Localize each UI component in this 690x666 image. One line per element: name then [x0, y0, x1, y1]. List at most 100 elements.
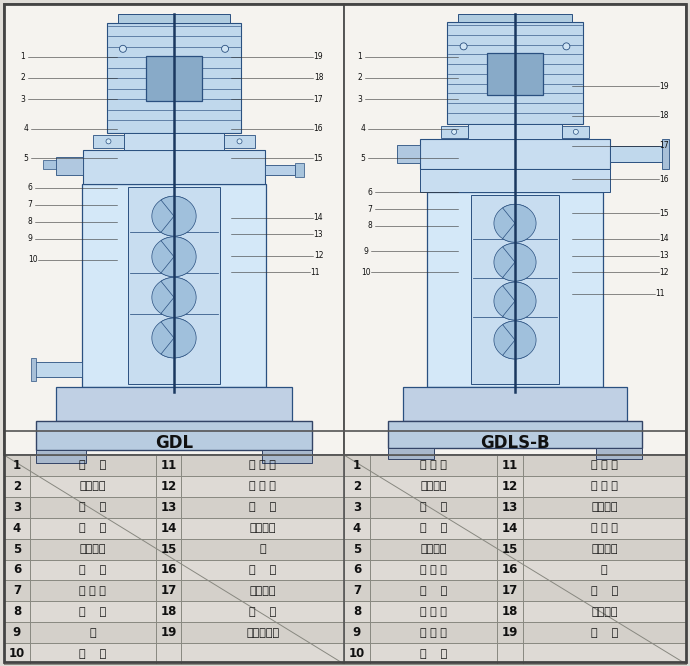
- Text: 17: 17: [314, 95, 324, 103]
- Text: 密 封 坦: 密 封 坦: [79, 586, 106, 596]
- Text: 轴    瓦: 轴 瓦: [591, 627, 618, 637]
- Polygon shape: [494, 204, 527, 242]
- Polygon shape: [161, 278, 196, 317]
- Text: 6: 6: [367, 188, 372, 196]
- Text: 16: 16: [160, 563, 177, 577]
- Bar: [4, 517, 344, 539]
- Text: 叶    轮: 叶 轮: [420, 523, 447, 533]
- Bar: [43, 160, 57, 169]
- Bar: [4, 601, 344, 622]
- Bar: [344, 580, 686, 601]
- Circle shape: [119, 45, 126, 53]
- Bar: [4, 622, 344, 643]
- Bar: [81, 184, 266, 387]
- Text: 9: 9: [353, 626, 361, 639]
- Circle shape: [237, 139, 242, 144]
- Text: 拉紧螺栓: 拉紧螺栓: [79, 482, 106, 492]
- Bar: [262, 450, 312, 463]
- Bar: [34, 362, 81, 376]
- Bar: [344, 559, 686, 580]
- Bar: [662, 139, 669, 168]
- Text: 19: 19: [502, 626, 518, 639]
- Bar: [458, 15, 572, 22]
- Text: 轴: 轴: [259, 544, 266, 554]
- Bar: [344, 455, 686, 476]
- Bar: [344, 539, 686, 559]
- Text: 4: 4: [23, 124, 28, 133]
- Polygon shape: [494, 282, 527, 320]
- Bar: [124, 133, 224, 150]
- Text: 3: 3: [21, 95, 26, 103]
- Text: 6: 6: [27, 183, 32, 192]
- Text: 3: 3: [353, 501, 361, 513]
- Polygon shape: [161, 237, 196, 276]
- Text: 复合轴承: 复合轴承: [591, 502, 618, 512]
- Text: 13: 13: [161, 501, 177, 513]
- Bar: [37, 450, 86, 463]
- Text: 1: 1: [353, 459, 361, 472]
- Bar: [596, 448, 642, 459]
- Text: 17: 17: [659, 141, 669, 150]
- Bar: [420, 139, 610, 169]
- Bar: [471, 195, 559, 384]
- Text: 11: 11: [161, 459, 177, 472]
- Text: 11: 11: [310, 268, 320, 277]
- Text: 联 轴 器: 联 轴 器: [420, 627, 446, 637]
- Bar: [4, 497, 344, 517]
- Text: 机械密封: 机械密封: [591, 544, 618, 554]
- Bar: [420, 169, 610, 192]
- Circle shape: [573, 129, 578, 135]
- Text: 机械密封: 机械密封: [250, 523, 276, 533]
- Text: 14: 14: [502, 521, 518, 535]
- Polygon shape: [161, 318, 196, 358]
- Text: 2: 2: [13, 480, 21, 493]
- Text: 17: 17: [502, 584, 518, 597]
- Text: 销: 销: [90, 627, 96, 637]
- Bar: [388, 420, 642, 448]
- Bar: [37, 420, 312, 450]
- Circle shape: [563, 43, 570, 50]
- Polygon shape: [152, 318, 187, 358]
- Text: 10: 10: [28, 255, 38, 264]
- Text: 13: 13: [314, 230, 324, 239]
- Bar: [4, 539, 344, 559]
- Circle shape: [106, 139, 111, 144]
- Polygon shape: [161, 196, 196, 236]
- Circle shape: [460, 43, 467, 50]
- Text: 8: 8: [27, 217, 32, 226]
- Text: 密 封 座: 密 封 座: [591, 482, 618, 492]
- Text: 19: 19: [160, 626, 177, 639]
- Bar: [344, 643, 686, 664]
- Text: 8: 8: [353, 605, 361, 618]
- Bar: [468, 125, 562, 139]
- Text: 9: 9: [364, 247, 368, 256]
- Bar: [344, 497, 686, 517]
- Bar: [344, 4, 686, 455]
- Text: 1: 1: [21, 52, 25, 61]
- Text: 5: 5: [23, 154, 28, 163]
- Text: 叶轮挡套: 叶轮挡套: [79, 544, 106, 554]
- Text: 10: 10: [349, 647, 365, 660]
- Bar: [224, 135, 255, 148]
- Polygon shape: [152, 237, 187, 276]
- Text: 12: 12: [314, 251, 323, 260]
- Text: 16: 16: [659, 175, 669, 184]
- Bar: [562, 126, 589, 138]
- Text: 6: 6: [353, 563, 361, 577]
- Bar: [146, 56, 202, 101]
- Text: 回水管部件: 回水管部件: [246, 627, 279, 637]
- Text: 9: 9: [27, 234, 32, 243]
- Text: 中    段: 中 段: [249, 565, 277, 575]
- Bar: [388, 448, 434, 459]
- Bar: [344, 622, 686, 643]
- Text: 密 封 坦: 密 封 坦: [420, 565, 446, 575]
- Polygon shape: [152, 196, 187, 236]
- Text: 1: 1: [357, 52, 362, 61]
- Bar: [4, 476, 344, 497]
- Text: 19: 19: [314, 52, 324, 61]
- Polygon shape: [152, 278, 187, 317]
- Text: 1: 1: [13, 459, 21, 472]
- Text: 中    段: 中 段: [591, 586, 618, 596]
- Text: 14: 14: [659, 234, 669, 243]
- Text: 15: 15: [502, 543, 518, 555]
